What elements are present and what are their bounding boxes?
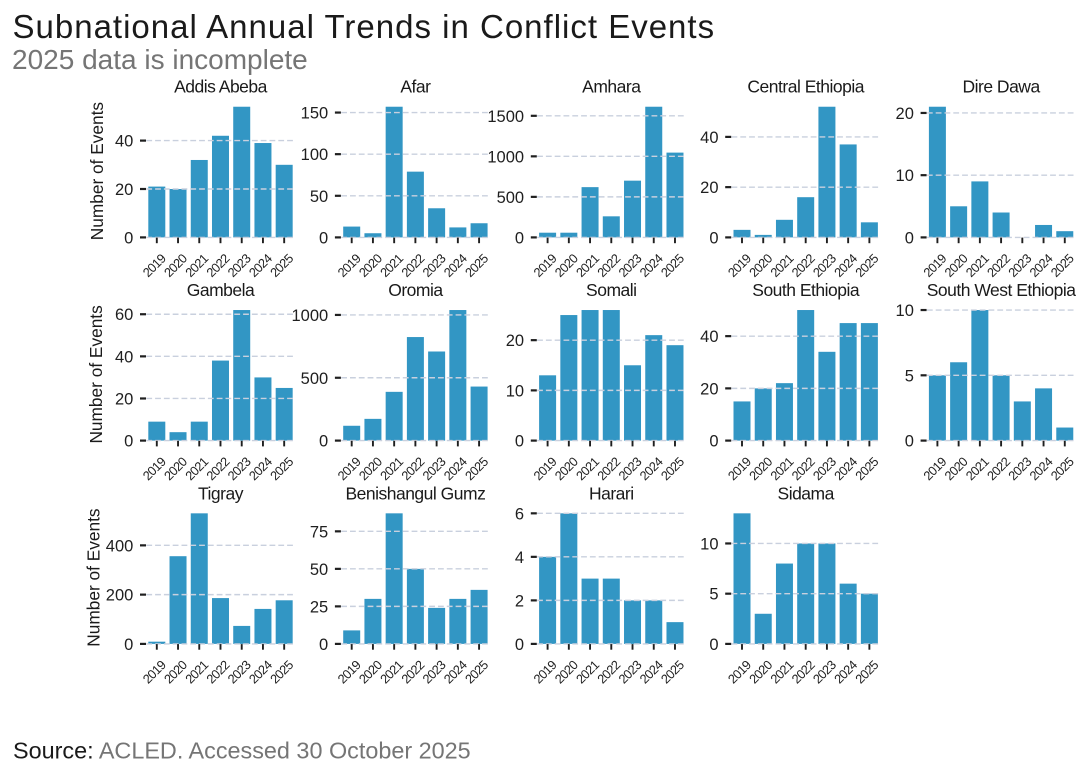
svg-text:2: 2 bbox=[515, 592, 524, 610]
svg-text:100: 100 bbox=[301, 146, 329, 164]
svg-text:0: 0 bbox=[319, 229, 328, 247]
svg-text:50: 50 bbox=[310, 188, 328, 206]
svg-text:Gambela: Gambela bbox=[187, 280, 255, 300]
svg-text:40: 40 bbox=[115, 133, 133, 151]
svg-text:Harari: Harari bbox=[589, 483, 634, 503]
svg-text:0: 0 bbox=[515, 433, 524, 451]
svg-text:Somali: Somali bbox=[586, 280, 637, 300]
svg-text:1000: 1000 bbox=[487, 148, 524, 166]
svg-text:0: 0 bbox=[905, 229, 914, 247]
svg-text:20: 20 bbox=[115, 181, 133, 199]
svg-text:5: 5 bbox=[709, 586, 718, 604]
svg-text:Number of Events: Number of Events bbox=[84, 508, 104, 647]
svg-text:50: 50 bbox=[310, 561, 328, 579]
svg-text:Sidama: Sidama bbox=[778, 483, 835, 503]
svg-text:10: 10 bbox=[506, 382, 524, 400]
svg-text:0: 0 bbox=[515, 229, 524, 247]
svg-text:0: 0 bbox=[124, 636, 133, 654]
svg-text:South Ethiopia: South Ethiopia bbox=[752, 280, 860, 300]
svg-text:0: 0 bbox=[709, 636, 718, 654]
svg-text:10: 10 bbox=[896, 302, 914, 320]
svg-text:40: 40 bbox=[700, 328, 718, 346]
svg-text:60: 60 bbox=[115, 306, 133, 324]
svg-text:Oromia: Oromia bbox=[388, 280, 443, 300]
svg-text:75: 75 bbox=[310, 523, 328, 541]
svg-text:Source: ACLED. Accessed 30 Oct: Source: ACLED. Accessed 30 October 2025 bbox=[13, 738, 471, 764]
svg-text:20: 20 bbox=[896, 105, 914, 123]
svg-text:1500: 1500 bbox=[487, 108, 524, 126]
svg-text:500: 500 bbox=[301, 370, 329, 388]
svg-text:2025 data is incomplete: 2025 data is incomplete bbox=[12, 44, 308, 75]
svg-text:20: 20 bbox=[700, 380, 718, 398]
svg-text:0: 0 bbox=[515, 636, 524, 654]
svg-text:Addis Abeba: Addis Abeba bbox=[174, 77, 268, 97]
svg-text:150: 150 bbox=[301, 105, 329, 123]
svg-text:10: 10 bbox=[896, 167, 914, 185]
svg-text:0: 0 bbox=[124, 433, 133, 451]
svg-text:40: 40 bbox=[700, 129, 718, 147]
svg-text:40: 40 bbox=[115, 348, 133, 366]
svg-text:0: 0 bbox=[124, 229, 133, 247]
svg-text:0: 0 bbox=[709, 229, 718, 247]
svg-text:400: 400 bbox=[106, 537, 134, 555]
svg-text:0: 0 bbox=[319, 636, 328, 654]
svg-text:6: 6 bbox=[515, 505, 524, 523]
svg-text:Tigray: Tigray bbox=[198, 483, 244, 503]
svg-text:200: 200 bbox=[106, 587, 134, 605]
svg-text:0: 0 bbox=[905, 433, 914, 451]
svg-text:20: 20 bbox=[506, 332, 524, 350]
svg-text:Afar: Afar bbox=[400, 77, 431, 97]
svg-text:Number of Events: Number of Events bbox=[87, 102, 107, 241]
svg-text:Benishangul Gumz: Benishangul Gumz bbox=[345, 483, 485, 503]
svg-text:20: 20 bbox=[700, 179, 718, 197]
svg-text:20: 20 bbox=[115, 390, 133, 408]
svg-text:10: 10 bbox=[700, 535, 718, 553]
svg-text:0: 0 bbox=[709, 433, 718, 451]
svg-text:Subnational Annual Trends in C: Subnational Annual Trends in Conflict Ev… bbox=[13, 8, 716, 45]
svg-text:25: 25 bbox=[310, 598, 328, 616]
svg-text:4: 4 bbox=[515, 549, 524, 567]
svg-text:Central Ethiopia: Central Ethiopia bbox=[747, 77, 864, 97]
svg-text:Dire Dawa: Dire Dawa bbox=[962, 77, 1040, 97]
svg-text:0: 0 bbox=[319, 433, 328, 451]
svg-text:5: 5 bbox=[905, 367, 914, 385]
svg-text:500: 500 bbox=[497, 189, 525, 207]
svg-text:South West Ethiopia: South West Ethiopia bbox=[927, 280, 1077, 300]
svg-text:Amhara: Amhara bbox=[582, 77, 641, 97]
svg-text:Number of Events: Number of Events bbox=[86, 305, 106, 444]
svg-text:1000: 1000 bbox=[291, 307, 328, 325]
